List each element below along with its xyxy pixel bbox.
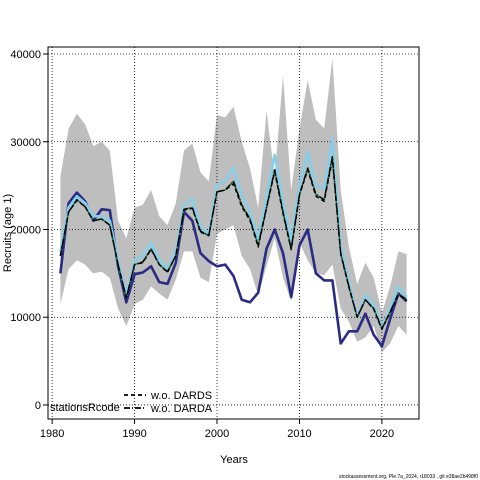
y-tick-label: 30000: [10, 137, 41, 149]
legend-label: w.o. DARDA: [150, 403, 213, 415]
y-tick-label: 0: [35, 400, 41, 412]
series-layer: [59, 137, 408, 348]
y-axis-label: Recruits (age 1): [2, 194, 14, 272]
x-tick-label: 2020: [370, 428, 394, 440]
confidence-band: [60, 58, 407, 353]
axis-layer: 1980 1990 2000 2010 2020 0 10000 20000 30000 4000…: [10, 49, 394, 440]
x-tick-label: 1980: [40, 428, 64, 440]
x-tick-label: 2010: [287, 428, 311, 440]
legend-title: stationsRcode: [50, 402, 120, 414]
x-tick-label: 2000: [205, 428, 229, 440]
x-axis-label: Years: [220, 454, 248, 466]
y-tick-label: 20000: [10, 224, 41, 236]
series-line-5: [59, 155, 408, 330]
x-tick-label: 1990: [122, 428, 146, 440]
confidence-band-layer: [60, 58, 407, 353]
legend-label: w.o. DARDS: [150, 390, 212, 402]
footer-credit: stockassessment.org, Ple.7a_2024, r18033…: [339, 474, 478, 480]
grid-layer: [48, 47, 419, 419]
y-tick-label: 40000: [10, 49, 41, 61]
y-tick-label: 10000: [10, 312, 41, 324]
series-line-2: [59, 137, 408, 330]
plot-frame: [47, 46, 420, 420]
